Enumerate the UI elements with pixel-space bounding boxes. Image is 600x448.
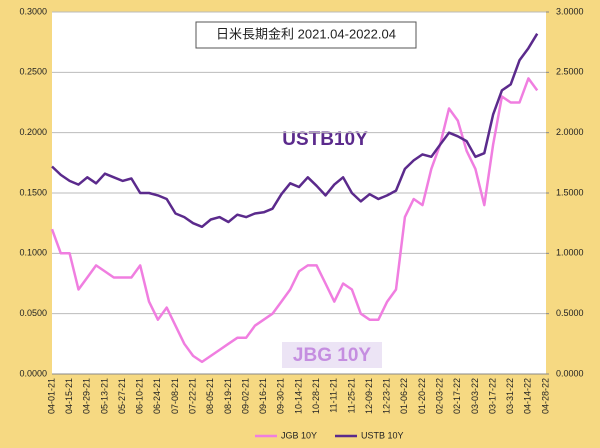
- x-tick-label: 02-03-22: [435, 378, 445, 414]
- chart-title: 日米長期金利 2021.04-2022.04: [216, 26, 396, 41]
- y2-tick-label: 0.5000: [556, 308, 584, 318]
- x-tick-label: 03-17-22: [487, 378, 497, 414]
- x-tick-label: 09-02-21: [240, 378, 250, 414]
- y-tick-label: 0.2000: [19, 127, 47, 137]
- x-tick-label: 09-16-21: [258, 378, 268, 414]
- x-tick-label: 10-14-21: [293, 378, 303, 414]
- x-tick-label: 07-22-21: [188, 378, 198, 414]
- y-tick-label: 0.0500: [19, 308, 47, 318]
- y2-tick-label: 2.0000: [556, 127, 584, 137]
- y-tick-label: 0.1500: [19, 187, 47, 197]
- x-tick-label: 06-10-21: [135, 378, 145, 414]
- x-tick-label: 11-25-21: [346, 378, 356, 413]
- y2-tick-label: 1.0000: [556, 248, 584, 258]
- line-series: [51, 33, 539, 229]
- x-tick-label: 05-27-21: [117, 378, 127, 414]
- y2-tick-label: 1.5000: [556, 187, 584, 197]
- x-tick-label: 05-13-21: [99, 378, 109, 414]
- x-tick-label: 04-28-22: [540, 378, 550, 414]
- annotation-box: [282, 342, 382, 368]
- x-tick-label: 06-24-21: [152, 378, 162, 414]
- x-tick-label: 12-23-21: [382, 378, 392, 414]
- x-tick-label: 08-19-21: [223, 378, 233, 414]
- x-tick-label: 04-15-21: [64, 378, 74, 414]
- annotation: USTB10Y: [282, 129, 368, 150]
- x-tick-label: 03-31-22: [505, 378, 515, 414]
- x-tick-label: 02-17-22: [452, 378, 462, 414]
- line-series: [50, 77, 539, 364]
- legend-label: USTB 10Y: [361, 430, 404, 440]
- x-tick-label: 08-05-21: [205, 378, 215, 414]
- x-tick-label: 10-28-21: [311, 378, 321, 414]
- x-tick-label: 01-20-22: [417, 378, 427, 414]
- x-tick-label: 01-06-22: [399, 378, 409, 414]
- annotation: JBG 10Y: [293, 345, 371, 366]
- y-tick-label: 0.0000: [19, 368, 47, 378]
- y2-tick-label: 2.5000: [556, 67, 584, 77]
- x-tick-label: 07-08-21: [170, 378, 180, 414]
- y-tick-label: 0.1000: [19, 248, 47, 258]
- x-tick-label: 12-09-21: [364, 378, 374, 414]
- x-tick-label: 04-29-21: [82, 378, 92, 414]
- y-tick-label: 0.2500: [19, 67, 47, 77]
- y-tick-label: 0.3000: [19, 6, 47, 16]
- legend-label: JGB 10Y: [281, 430, 317, 440]
- x-tick-label: 04-01-21: [46, 378, 56, 414]
- x-tick-label: 09-30-21: [276, 378, 286, 414]
- title-box: [195, 21, 417, 49]
- x-tick-label: 03-03-22: [470, 378, 480, 414]
- x-tick-label: 04-14-22: [523, 378, 533, 414]
- x-tick-label: 11-11-21: [329, 378, 339, 413]
- y2-tick-label: 3.0000: [556, 6, 584, 16]
- y2-tick-label: 0.0000: [556, 368, 584, 378]
